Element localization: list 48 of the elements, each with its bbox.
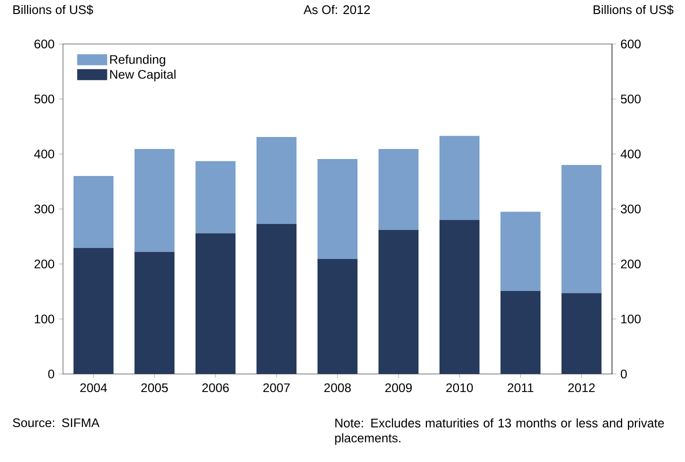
- x-tick-label: 2005: [141, 383, 168, 392]
- bar: [318, 259, 358, 374]
- x-tick-label: 2006: [202, 383, 229, 392]
- y-tick-label: 500: [34, 94, 54, 104]
- y2-tick-label: 0: [620, 370, 627, 378]
- source-note: Source: SIFMA: [12, 418, 100, 428]
- bar: [378, 230, 419, 374]
- bar: [500, 212, 540, 291]
- bar: [134, 149, 175, 252]
- y-tick-label: 200: [34, 260, 54, 268]
- bar: [500, 290, 540, 374]
- bar: [378, 149, 419, 230]
- x-tick-label: 2004: [80, 383, 107, 392]
- bar: [318, 158, 358, 260]
- bar: [74, 176, 114, 248]
- y2-tick-label: 200: [620, 260, 641, 268]
- bar: [256, 224, 297, 374]
- bar: [74, 248, 114, 374]
- bar: [256, 136, 297, 224]
- chart-title: As Of: 2012: [304, 4, 370, 14]
- y2-axis-title: Billions of US$: [594, 4, 674, 15]
- y2-tick-label: 100: [621, 314, 641, 324]
- y2-tick-label: 400: [620, 150, 641, 158]
- bar: [440, 220, 480, 374]
- y-tick-label: 600: [34, 40, 54, 48]
- y-tick-label: 100: [34, 314, 54, 324]
- x-tick-label: 2010: [446, 383, 473, 392]
- bar: [196, 233, 236, 374]
- bar: [196, 161, 236, 234]
- y-tick-label: 0: [48, 370, 54, 378]
- x-tick-label: 2012: [568, 383, 595, 392]
- x-tick-label: 2009: [385, 383, 412, 392]
- legend-label: New Capital: [110, 70, 176, 82]
- y-tick-label: 300: [34, 204, 54, 214]
- bar: [134, 252, 175, 374]
- y-axis-title: Billions of US$: [13, 4, 94, 15]
- x-tick-label: 2008: [324, 383, 351, 392]
- x-tick-label: 2011: [508, 383, 534, 392]
- text: Note: Excludes maturities of 13 months or less and private placements.: [335, 418, 664, 445]
- bar: [562, 164, 602, 294]
- bar: [562, 293, 602, 374]
- y2-tick-label: 300: [620, 204, 641, 214]
- x-tick-label: 2007: [263, 383, 290, 392]
- y-tick-label: 400: [34, 150, 54, 158]
- bar: [440, 136, 480, 220]
- y2-tick-label: 600: [620, 40, 641, 48]
- y2-tick-label: 500: [620, 94, 641, 104]
- legend-label: Refunding: [110, 54, 166, 66]
